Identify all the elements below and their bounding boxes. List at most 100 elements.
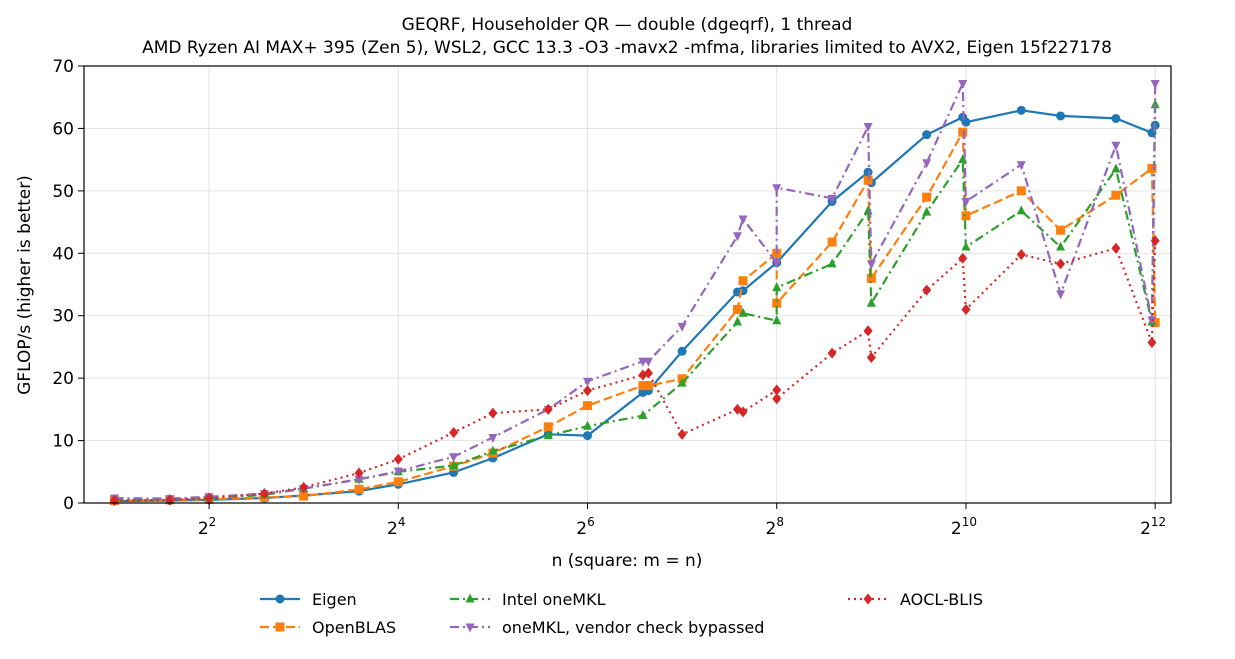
- data-point: [677, 428, 687, 440]
- data-point: [1016, 105, 1026, 115]
- data-point: [583, 420, 593, 430]
- data-point: [677, 377, 687, 387]
- data-point: [738, 406, 748, 418]
- legend-marker: [275, 594, 285, 604]
- data-point: [738, 276, 748, 286]
- legend: Eigen OpenBLAS Intel oneMKL oneMKL, vendor …: [260, 590, 983, 637]
- data-point: [961, 241, 971, 251]
- axis-ticks: 22 24 26 28 210 212 0 10 20 30 40 50 60 70: [52, 57, 1166, 539]
- data-point: [583, 385, 593, 397]
- y-tick-label: 60: [52, 119, 74, 139]
- data-point: [1111, 242, 1121, 254]
- data-point: [393, 453, 403, 465]
- data-point: [204, 492, 214, 504]
- data-point: [543, 403, 553, 415]
- y-tick-label: 70: [52, 57, 74, 77]
- x-axis-label: n (square: m = n): [552, 551, 703, 571]
- data-point: [961, 211, 971, 221]
- data-point: [961, 303, 971, 315]
- legend-entry: Intel oneMKL: [450, 590, 606, 609]
- legend-label: Eigen: [312, 590, 357, 609]
- y-tick-label: 30: [52, 307, 74, 327]
- data-point: [1056, 241, 1066, 251]
- data-point: [738, 307, 748, 317]
- data-point: [732, 304, 742, 314]
- y-tick-label: 10: [52, 432, 74, 452]
- data-point: [1111, 163, 1121, 173]
- data-point: [488, 433, 498, 443]
- data-point: [1147, 163, 1157, 173]
- data-point: [643, 381, 653, 391]
- data-point: [922, 284, 932, 296]
- data-point: [1016, 205, 1026, 215]
- data-point: [354, 484, 364, 494]
- data-point: [732, 316, 742, 326]
- legend-label: oneMKL, vendor check bypassed: [502, 618, 764, 637]
- data-point: [1056, 290, 1066, 300]
- legend-label: AOCL-BLIS: [900, 590, 983, 609]
- data-point: [449, 426, 459, 438]
- y-tick-label: 20: [52, 369, 74, 389]
- x-tick-label: 22: [198, 515, 216, 539]
- grid-lines: [84, 65, 1171, 504]
- data-point: [583, 431, 593, 441]
- x-tick-label: 24: [387, 515, 405, 539]
- data-point: [488, 407, 498, 419]
- data-point: [1150, 99, 1160, 109]
- data-point: [958, 154, 968, 164]
- data-point: [583, 377, 593, 387]
- data-point: [827, 347, 837, 359]
- data-point: [299, 491, 309, 501]
- data-point: [863, 325, 873, 337]
- legend-entry: oneMKL, vendor check bypassed: [450, 618, 764, 637]
- series-line: [114, 82, 1157, 500]
- series-1: [109, 127, 1160, 506]
- data-point: [772, 298, 782, 308]
- y-tick-label: 50: [52, 182, 74, 202]
- data-point: [866, 273, 876, 283]
- data-point: [866, 352, 876, 364]
- data-point: [1111, 113, 1121, 123]
- data-point: [772, 259, 782, 269]
- legend-marker: [465, 623, 475, 633]
- data-point: [1111, 190, 1121, 200]
- series-line: [114, 240, 1157, 502]
- data-point: [583, 401, 593, 411]
- data-point: [772, 184, 782, 194]
- series-layer: [109, 79, 1160, 507]
- data-point: [354, 467, 364, 479]
- data-point: [1016, 186, 1026, 196]
- data-point: [638, 410, 648, 420]
- data-point: [866, 297, 876, 307]
- data-point: [1147, 337, 1157, 349]
- legend-label: OpenBLAS: [312, 618, 396, 637]
- data-point: [863, 123, 873, 133]
- x-tick-label: 28: [765, 515, 783, 539]
- legend-marker: [863, 593, 873, 605]
- data-point: [772, 315, 782, 325]
- data-point: [772, 393, 782, 405]
- data-point: [827, 237, 837, 247]
- data-point: [922, 206, 932, 216]
- data-point: [643, 357, 653, 367]
- plot-frame: [83, 65, 1172, 504]
- data-point: [958, 127, 968, 137]
- data-point: [1056, 258, 1066, 270]
- data-point: [961, 197, 971, 207]
- legend-marker: [275, 622, 285, 632]
- x-tick-label: 210: [951, 515, 977, 539]
- data-point: [827, 194, 837, 204]
- data-point: [354, 475, 364, 485]
- data-point: [1056, 111, 1066, 121]
- data-point: [827, 258, 837, 268]
- data-point: [643, 367, 653, 379]
- data-point: [543, 430, 553, 440]
- data-point: [732, 232, 742, 242]
- series-line: [114, 109, 1157, 503]
- data-point: [922, 159, 932, 169]
- series-0: [109, 105, 1160, 506]
- data-point: [543, 422, 553, 432]
- data-point: [772, 384, 782, 396]
- data-point: [738, 215, 748, 225]
